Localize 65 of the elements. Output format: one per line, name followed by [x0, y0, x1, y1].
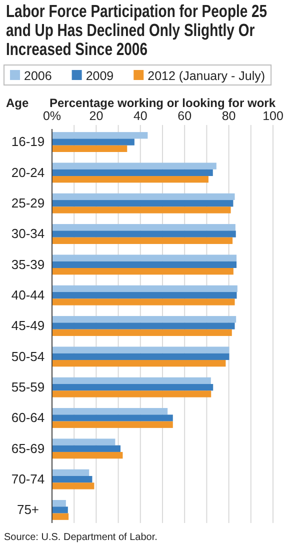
bar [52, 176, 208, 183]
legend-label: 2012 (January - July) [148, 69, 266, 83]
y-axis-title: Age [6, 96, 29, 110]
bar [52, 230, 236, 238]
y-tick-label: 30-34 [11, 226, 45, 242]
bar [52, 476, 92, 483]
bar [52, 421, 173, 428]
x-axis-title: Percentage working or looking for work [49, 96, 276, 110]
y-tick-label: 65-69 [11, 440, 45, 456]
bar [52, 445, 121, 452]
bar [52, 506, 68, 514]
bar [52, 329, 232, 336]
y-tick-label: 35-39 [11, 256, 45, 272]
bar [52, 145, 128, 152]
source-note: Source: U.S. Department of Labor. [4, 532, 158, 543]
x-tick-label: 60 [178, 109, 192, 123]
bar [52, 224, 236, 231]
bar [52, 384, 214, 391]
bar [52, 353, 230, 360]
chart-title: Labor Force Participation for People 25 and Up Has Declined Only Slightly Or Increased Since 2006 [6, 2, 268, 60]
bar [52, 285, 238, 292]
bar [52, 193, 235, 200]
bar [52, 200, 234, 207]
x-tick-label: 0% [42, 109, 62, 123]
bar [52, 346, 230, 354]
y-tick-label: 50-54 [11, 348, 45, 364]
bar [52, 237, 233, 244]
bar [52, 138, 134, 146]
y-tick-label: 25-29 [11, 196, 45, 211]
bar [52, 360, 226, 367]
bar [52, 322, 235, 330]
x-tick-label: 20 [89, 109, 104, 123]
y-tick-label: 20-24 [11, 164, 45, 180]
bar [52, 316, 236, 323]
x-tick-label: 40 [133, 109, 148, 123]
bar [52, 482, 94, 490]
bar [52, 261, 237, 268]
y-tick-label: 70-74 [11, 471, 45, 486]
bar [52, 254, 237, 262]
bar [52, 500, 66, 507]
bar [52, 298, 235, 306]
y-tick-label: 40-44 [11, 288, 45, 302]
bar [52, 438, 116, 446]
bar [52, 292, 237, 299]
y-tick-label: 75+ [16, 502, 40, 518]
legend-label: 2006 [24, 69, 52, 83]
x-tick-label: 100 [262, 109, 284, 123]
bar [52, 390, 212, 398]
bar [52, 169, 213, 176]
bar [52, 162, 216, 170]
bar [52, 414, 173, 422]
y-tick-label: 16-19 [11, 134, 45, 150]
bar [52, 377, 211, 384]
x-tick-label: 80 [222, 109, 236, 123]
legend-label: 2009 [86, 69, 114, 83]
y-tick-label: 55-59 [11, 379, 45, 394]
bar [52, 268, 234, 275]
bar [52, 408, 168, 415]
bar [52, 452, 123, 459]
y-tick-label: 60-64 [11, 410, 45, 426]
y-tick-label: 45-49 [11, 318, 45, 334]
bar [52, 513, 69, 520]
bar [52, 469, 90, 476]
bar [52, 206, 231, 214]
bar [52, 132, 148, 139]
